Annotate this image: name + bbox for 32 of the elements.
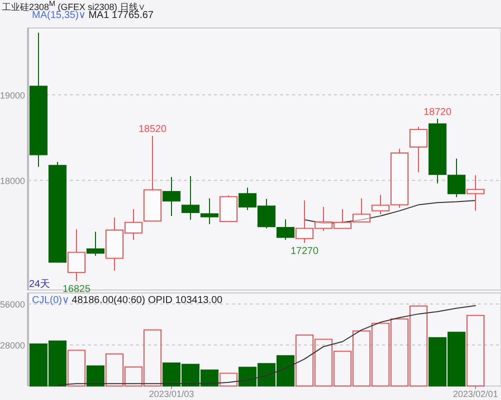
candlestick <box>30 32 48 168</box>
x-tick-label: 2023/01/03 <box>148 389 194 399</box>
y-tick-label: 56000 <box>0 299 25 310</box>
y-tick-label: 19000 <box>0 90 25 100</box>
candlestick <box>314 206 332 232</box>
annotation: 18720 <box>424 106 452 118</box>
chart-title: 工业硅2308$^{M}$ (GFEX si2308) 日线∨ <box>2 0 145 12</box>
y-tick-label: 28000 <box>0 340 25 350</box>
candlestick <box>182 176 200 220</box>
candlestick <box>106 217 124 272</box>
bar <box>220 372 238 386</box>
text: MA(15,35)∨ MA1 17765.67 <box>32 10 154 21</box>
annotation: 16825 <box>62 284 91 296</box>
annotation: 17270 <box>290 246 319 257</box>
candlestick <box>410 126 428 173</box>
candlestick <box>466 174 484 212</box>
candlestick <box>296 200 314 244</box>
bar <box>68 350 86 386</box>
candlestick <box>86 231 104 256</box>
y-tick-label: 18000 <box>0 176 25 186</box>
annotation: 24天 <box>29 279 50 290</box>
candlestick <box>162 176 180 216</box>
candlestick <box>200 198 218 225</box>
x-tick-label: 2023/02/01 <box>452 389 498 399</box>
candlestick <box>390 148 408 208</box>
bar <box>466 314 484 386</box>
candlestick <box>68 228 86 282</box>
annotation: 18520 <box>138 124 167 135</box>
candlestick <box>124 208 142 240</box>
line-series <box>57 305 476 386</box>
bar <box>86 365 104 386</box>
annotation: CJL(0)∨ 48186.00(40:60) OPID 103413.00 <box>32 295 222 306</box>
